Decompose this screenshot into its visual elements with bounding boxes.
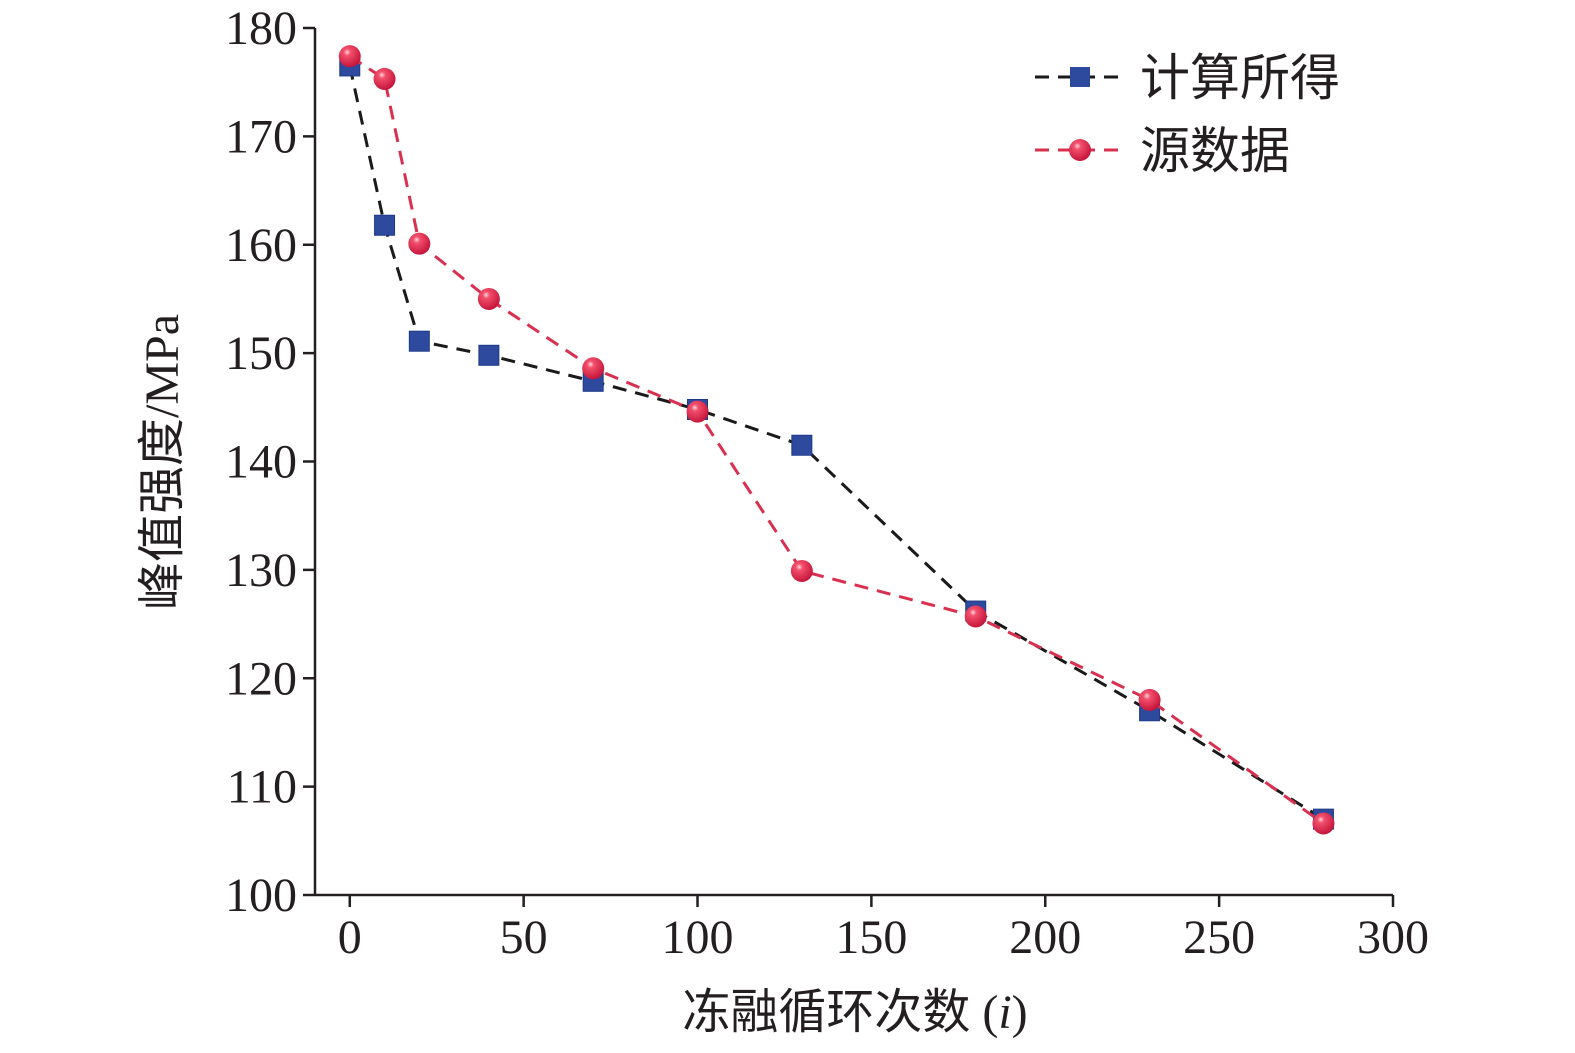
legend-marker-circle [1069, 139, 1091, 161]
y-tick-label: 170 [225, 110, 297, 163]
data-point-circle [790, 559, 813, 582]
x-tick-label: 300 [1357, 911, 1429, 964]
x-tick-label: 250 [1183, 911, 1255, 964]
x-tick-label: 0 [338, 911, 362, 964]
legend-item-1: 计算所得 [1035, 50, 1340, 106]
data-point-circle [477, 287, 500, 310]
data-point-square [408, 330, 430, 352]
y-tick-label: 100 [225, 869, 297, 922]
y-tick-label: 120 [225, 652, 297, 705]
series-2 [338, 45, 1335, 835]
y-axis-title: 峰值强度/MPa [136, 314, 189, 610]
y-tick-label: 110 [227, 761, 297, 814]
data-point-circle [373, 67, 396, 90]
series-group [338, 45, 1335, 835]
legend-label: 计算所得 [1140, 50, 1340, 106]
x-axis-title: 冻融循环次数 (i) [682, 986, 1027, 1039]
data-point-circle [408, 232, 431, 255]
data-point-circle [1138, 688, 1161, 711]
data-point-circle [964, 605, 987, 628]
data-point-circle [686, 400, 709, 423]
x-tick-label: 100 [662, 911, 734, 964]
x-tick-label: 50 [500, 911, 548, 964]
x-tick-label: 150 [835, 911, 907, 964]
data-point-circle [582, 357, 605, 380]
data-point-circle [1312, 812, 1335, 835]
legend-label: 源数据 [1140, 123, 1290, 179]
x-tick-label: 200 [1009, 911, 1081, 964]
legend-marker-square [1070, 67, 1090, 87]
data-point-square [478, 344, 500, 366]
data-point-square [791, 434, 813, 456]
y-tick-label: 160 [225, 219, 297, 272]
series-line [348, 54, 1325, 825]
data-point-circle [338, 45, 361, 68]
y-tick-label: 180 [225, 2, 297, 55]
data-point-square [374, 214, 396, 236]
y-tick-label: 150 [225, 327, 297, 380]
y-tick-label: 130 [225, 544, 297, 597]
legend-item-2: 源数据 [1035, 123, 1290, 179]
y-tick-label: 140 [225, 436, 297, 489]
axes: 100 110 120 130 140 150 160 170 180 0 50 100 150 200 2… [225, 2, 1429, 964]
series-line [348, 65, 1325, 821]
